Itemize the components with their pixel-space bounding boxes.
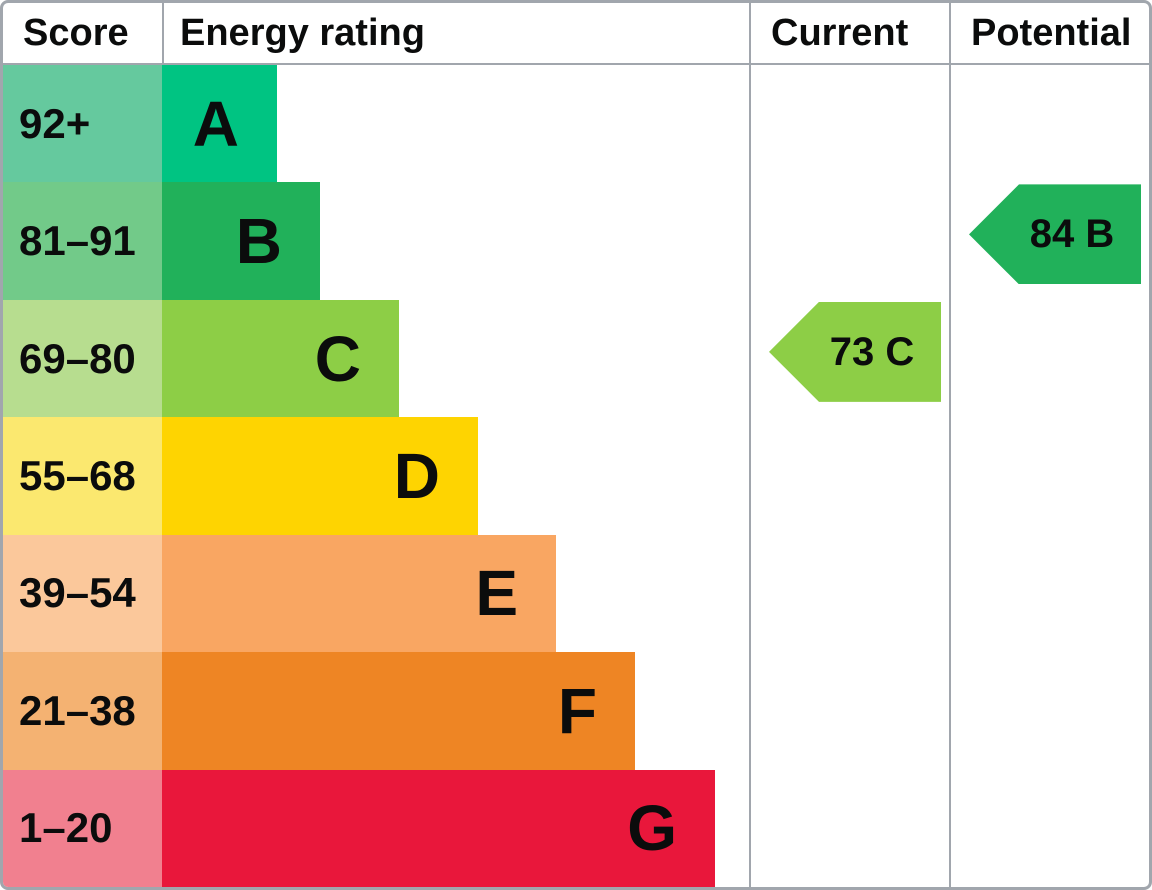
energy-rating-column-header: Energy rating: [180, 12, 425, 54]
score-range-e: 39–54: [3, 534, 162, 653]
band-bar-a: A: [162, 65, 277, 183]
current-column-header: Current: [751, 3, 949, 65]
band-row-c: 69–80 C: [3, 299, 749, 418]
band-rows: 92+ A 81–91 B 69–80 C 55–68 D 39–54 E 21–38 F 1–20 G: [3, 65, 749, 887]
band-letter-f: F: [557, 674, 597, 747]
score-range-f: 21–38: [3, 652, 162, 770]
band-letter-e: E: [475, 557, 518, 630]
score-range-a: 92+: [3, 65, 162, 183]
band-row-f: 21–38 F: [3, 652, 749, 770]
score-column-header: Score: [3, 3, 164, 63]
energy-rating-column: Score Energy rating 92+ A 81–91 B 69–80 C 55–6…: [3, 3, 751, 887]
current-rating-arrow: 73 C: [769, 301, 941, 402]
band-bar-d: D: [162, 417, 478, 535]
current-body: 73 C: [751, 65, 949, 887]
potential-rating-arrow: 84 B: [969, 184, 1141, 285]
band-row-b: 81–91 B: [3, 182, 749, 300]
band-row-e: 39–54 E: [3, 534, 749, 653]
band-bar-g: G: [162, 769, 715, 887]
score-range-g: 1–20: [3, 769, 162, 887]
potential-column: Potential 84 B: [951, 3, 1149, 887]
band-letter-a: A: [192, 87, 239, 160]
band-row-a: 92+ A: [3, 65, 749, 183]
rating-header-row: Score Energy rating: [3, 3, 749, 65]
band-letter-b: B: [235, 205, 282, 278]
band-letter-d: D: [393, 439, 440, 512]
current-column: Current 73 C: [751, 3, 951, 887]
band-bar-e: E: [162, 534, 556, 653]
band-bar-c: C: [162, 299, 399, 418]
score-range-c: 69–80: [3, 299, 162, 418]
band-letter-c: C: [314, 322, 361, 395]
score-range-b: 81–91: [3, 182, 162, 300]
score-range-d: 55–68: [3, 417, 162, 535]
band-letter-g: G: [627, 792, 677, 865]
band-bar-b: B: [162, 182, 320, 300]
potential-column-header: Potential: [951, 3, 1149, 65]
potential-body: 84 B: [951, 65, 1149, 887]
band-bar-f: F: [162, 652, 635, 770]
band-row-d: 55–68 D: [3, 417, 749, 535]
band-row-g: 1–20 G: [3, 769, 749, 887]
